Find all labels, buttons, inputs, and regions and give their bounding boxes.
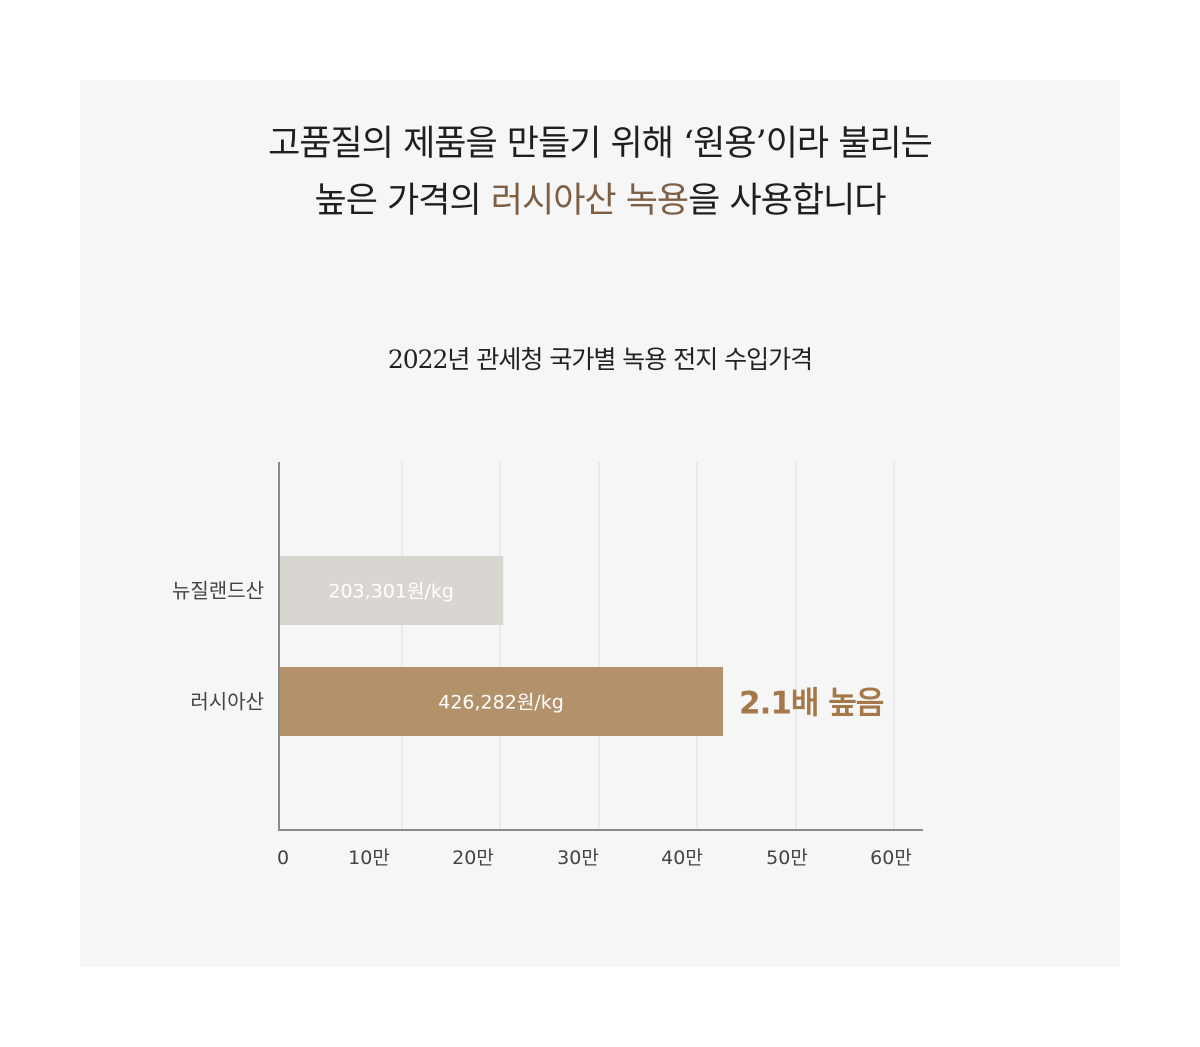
x-tick-label: 30만 (557, 847, 599, 869)
bar-new-zealand (279, 556, 504, 625)
bar-russia (279, 667, 724, 736)
headline: 고품질의 제품을 만들기 위해 ‘원용’이라 불리는 높은 가격의 러시아산 녹… (0, 116, 1200, 230)
x-tick-label: 40만 (661, 847, 703, 869)
headline-text: 을 사용합니다 (688, 181, 886, 221)
x-tick-label: 20만 (452, 847, 494, 869)
chart-title: 2022년 관세청 국가별 녹용 전지 수입가격 (387, 345, 813, 374)
headline-text: 높은 가격의 (314, 181, 491, 221)
x-tick-label: 60만 (870, 847, 912, 869)
category-label: 러시아산 (190, 690, 264, 714)
comparison-annotation: 2.1배 높음 (739, 686, 884, 722)
headline-line2: 높은 가격의 러시아산 녹용을 사용합니다 (0, 173, 1200, 230)
headline-highlight: 러시아산 녹용 (490, 181, 689, 221)
headline-line1: 고품질의 제품을 만들기 위해 ‘원용’이라 불리는 (268, 124, 933, 164)
bar-value-label: 203,301원/kg (328, 581, 454, 603)
category-label: 뉴질랜드산 (172, 579, 264, 603)
x-tick-label: 0 (277, 847, 289, 869)
bar-value-label: 426,282원/kg (438, 692, 564, 714)
x-tick-label: 10만 (348, 847, 390, 869)
x-tick-label: 50만 (766, 847, 808, 869)
infographic-panel (80, 80, 1120, 967)
